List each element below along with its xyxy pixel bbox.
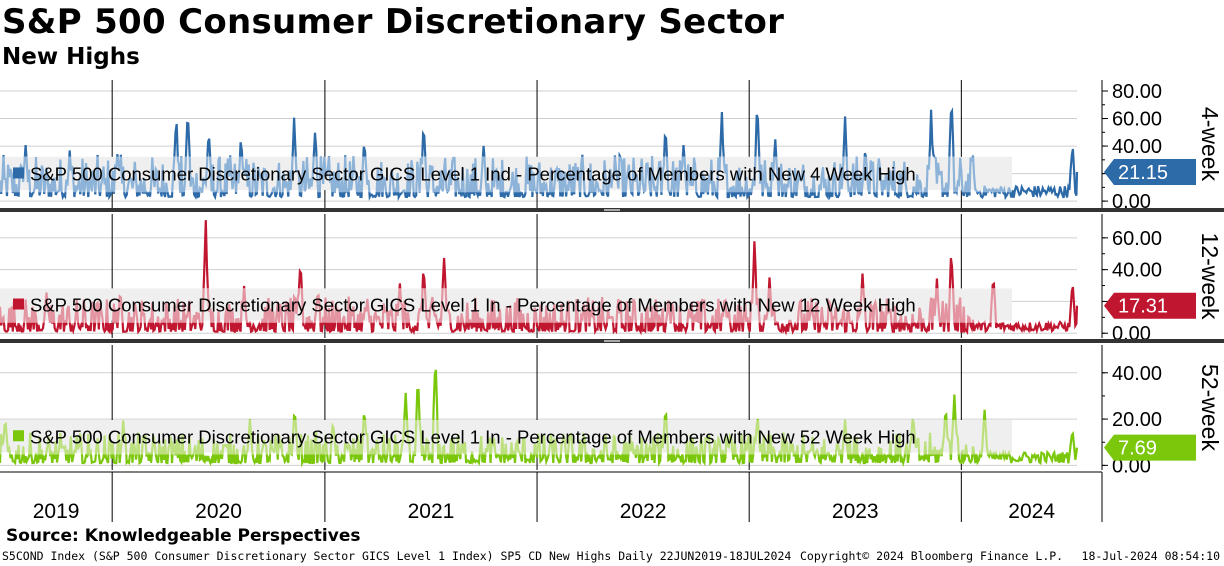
last-value-badge	[1104, 159, 1196, 186]
source-note: Source: Knowledgeable Perspectives	[6, 526, 361, 546]
y-tick-label: 60.00	[1112, 228, 1162, 250]
y-tick-label: 20.00	[1112, 409, 1162, 431]
panel-separator-handle	[604, 340, 620, 342]
panel-52-week: 0.00 20.00 40.00 S&P 500 Consumer Discretio…	[0, 345, 1223, 477]
last-value-label: 21.15	[1118, 162, 1168, 184]
x-year-label: 2020	[195, 500, 242, 523]
footer-index-info: S5COND Index (S&P 500 Consumer Discretio…	[2, 549, 792, 563]
y-tick-label: 40.00	[1112, 363, 1162, 385]
x-year-label: 2024	[1008, 500, 1055, 523]
x-year-label: 2021	[408, 500, 455, 523]
x-year-label: 2023	[832, 500, 879, 523]
x-axis: 2019 2020 2021 2022 2023 2024	[0, 471, 1103, 523]
x-year-label: 2019	[33, 500, 80, 523]
last-value-badge	[1104, 434, 1196, 461]
series-line-12-week	[0, 220, 1079, 336]
y-tick-label: 80.00	[1112, 81, 1162, 103]
legend-swatch	[13, 430, 24, 442]
last-value-badge	[1104, 292, 1196, 319]
footer-timestamp: 18-Jul-2024 08:54:10	[1081, 549, 1220, 563]
y-tick-label: 0.00	[1112, 455, 1151, 477]
legend-label: S&P 500 Consumer Discretionary Sector GI…	[30, 163, 916, 184]
y-tick-label: 40.00	[1112, 136, 1162, 158]
legend-swatch	[13, 298, 24, 310]
series-line-faded-52-week	[0, 420, 1011, 455]
y-tick-label: 60.00	[1112, 109, 1162, 131]
chart-panels: 0.00 20.00 40.00 60.00 80.00 S&P 500 Consumer…	[0, 80, 1224, 477]
last-value-label: 7.69	[1118, 438, 1157, 460]
last-value-label: 17.31	[1118, 296, 1168, 318]
legend-label: S&P 500 Consumer Discretionary Sector GI…	[30, 295, 916, 316]
x-year-label: 2022	[620, 500, 667, 523]
panel-separator-handle	[604, 209, 620, 211]
legend-swatch	[13, 167, 24, 179]
panel-side-label: 52-week	[1197, 364, 1223, 451]
panel-side-label: 4-week	[1197, 107, 1223, 182]
y-tick-label: 0.00	[1112, 191, 1151, 213]
footer-copyright: Copyright© 2024 Bloomberg Finance L.P.	[800, 549, 1064, 563]
chart-subtitle: New Highs	[2, 44, 140, 70]
chart-title: S&P 500 Consumer Discretionary Sector	[2, 2, 785, 42]
legend-label: S&P 500 Consumer Discretionary Sector GI…	[30, 426, 916, 447]
series-line-faded-4-week	[0, 156, 1012, 193]
panel-side-label: 12-week	[1197, 233, 1223, 320]
y-tick-label: 40.00	[1112, 260, 1162, 282]
